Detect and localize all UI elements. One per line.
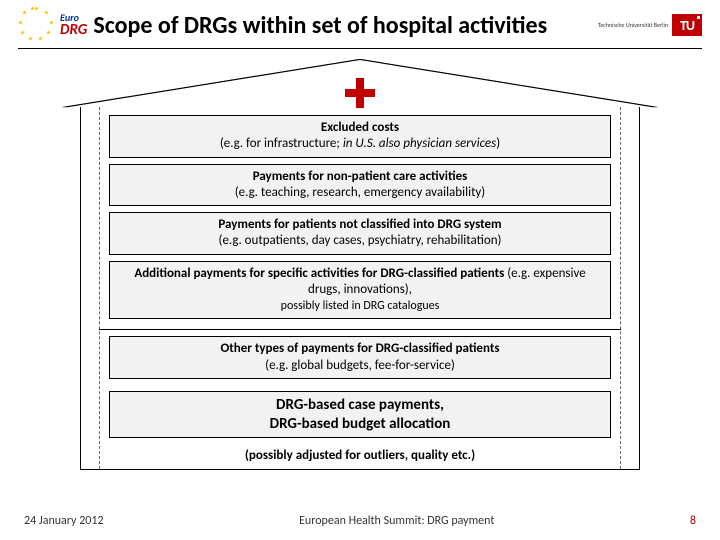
box-detail-close: ) bbox=[496, 136, 500, 151]
box-line2: DRG-based budget allocation bbox=[270, 415, 451, 433]
slide: Euro DRG Scope of DRGs within set of hos… bbox=[0, 0, 720, 540]
house-diagram: Excluded costs (e.g. for infrastructure;… bbox=[80, 60, 640, 471]
box-detail-ital: in U.S. also physician services bbox=[343, 136, 496, 151]
box-other-payments: Other types of payments for DRG-classifi… bbox=[109, 336, 611, 379]
box-subnote: possibly listed in DRG catalogues bbox=[281, 299, 440, 313]
adjustment-note: (possibly adjusted for outliers, quality… bbox=[109, 444, 611, 469]
box-excluded-costs: Excluded costs (e.g. for infrastructure;… bbox=[109, 115, 611, 158]
house-body: Excluded costs (e.g. for infrastructure;… bbox=[80, 107, 640, 470]
eurodrg-logo: Euro DRG bbox=[18, 6, 87, 44]
footer-title: European Health Summit: DRG payment bbox=[104, 514, 690, 528]
eu-stars-icon bbox=[18, 6, 56, 44]
footer: 24 January 2012 European Health Summit: … bbox=[0, 514, 720, 528]
mid-divider bbox=[99, 329, 621, 330]
box-title: Excluded costs bbox=[321, 120, 399, 135]
tu-berlin-logo: TU bbox=[672, 14, 702, 36]
tu-berlin-text: Technische Universität Berlin bbox=[598, 22, 672, 28]
footer-page: 8 bbox=[690, 514, 696, 528]
header-rule bbox=[18, 48, 702, 49]
box-detail: (e.g. teaching, research, emergency avai… bbox=[235, 185, 486, 200]
footer-date: 24 January 2012 bbox=[24, 514, 104, 528]
box-title: Payments for non-patient care activities bbox=[253, 169, 468, 184]
box-detail: (e.g. outpatients, day cases, psychiatry… bbox=[219, 233, 502, 248]
box-detail-a: (e.g. for infrastructure; bbox=[220, 136, 343, 151]
box-line1: DRG-based case payments, bbox=[276, 396, 444, 414]
box-title: Other types of payments for DRG-classifi… bbox=[220, 341, 499, 356]
box-title: Payments for patients not classified int… bbox=[218, 217, 501, 232]
box-title: Additional payments for specific activit… bbox=[134, 266, 504, 281]
box-non-patient: Payments for non-patient care activities… bbox=[109, 164, 611, 207]
box-additional-payments: Additional payments for specific activit… bbox=[109, 261, 611, 320]
box-not-classified: Payments for patients not classified int… bbox=[109, 212, 611, 255]
box-detail: (e.g. global budgets, fee-for-service) bbox=[265, 358, 455, 373]
box-drg-based: DRG-based case payments, DRG-based budge… bbox=[109, 391, 611, 439]
logo-text-drg: DRG bbox=[60, 23, 87, 38]
slide-title: Scope of DRGs within set of hospital act… bbox=[87, 11, 598, 40]
medical-cross-icon bbox=[345, 78, 375, 108]
header: Euro DRG Scope of DRGs within set of hos… bbox=[0, 0, 720, 44]
